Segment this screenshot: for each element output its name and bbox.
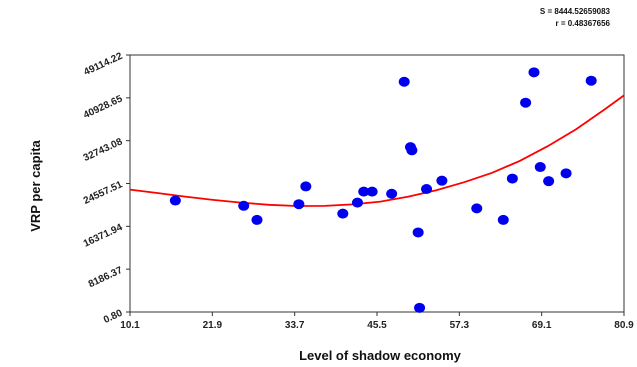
x-tick-label: 33.7 — [285, 320, 305, 331]
y-tick-label: 24557.51 — [82, 179, 125, 207]
x-axis-title: Level of shadow economy — [299, 348, 462, 363]
data-point — [169, 195, 181, 206]
data-point — [543, 176, 555, 187]
plot-area: 10.1 21.9 33.7 45.5 57.3 69.1 80.90.808186.371… — [82, 51, 634, 331]
data-point — [406, 145, 418, 156]
data-point — [560, 168, 572, 179]
x-tick-label: 80.9 — [614, 320, 634, 331]
data-point — [471, 203, 483, 214]
data-point — [528, 67, 540, 78]
x-tick-label: 10.1 — [120, 320, 140, 331]
data-point — [412, 227, 424, 238]
data-point — [300, 181, 312, 192]
data-point — [251, 214, 263, 225]
data-point — [386, 188, 398, 199]
y-tick-label: 40928.65 — [82, 93, 125, 121]
y-tick-label: 16371.94 — [82, 222, 125, 250]
x-tick-label: 57.3 — [450, 320, 470, 331]
data-point — [398, 76, 410, 87]
y-tick-label: 32743.08 — [82, 136, 125, 164]
data-point — [351, 197, 363, 208]
stat-r-value: r = 0.48367656 — [556, 19, 611, 28]
x-tick-label: 21.9 — [203, 320, 223, 331]
data-point — [238, 200, 250, 211]
data-point — [534, 162, 546, 173]
data-point — [520, 97, 532, 108]
data-point — [497, 214, 509, 225]
data-point — [293, 199, 305, 210]
stat-s-value: S = 8444.52659083 — [540, 7, 611, 16]
data-point — [366, 186, 378, 197]
y-tick-label: 8186.37 — [87, 265, 125, 290]
data-point — [414, 302, 426, 313]
data-point — [436, 175, 448, 186]
fit-curve — [129, 94, 625, 207]
x-tick-label: 45.5 — [367, 320, 387, 331]
data-point — [421, 184, 433, 195]
x-tick-label: 69.1 — [532, 320, 552, 331]
data-point — [337, 208, 349, 219]
y-tick-label: 49114.22 — [82, 51, 124, 79]
data-point — [585, 75, 597, 86]
y-axis-title: VRP per capita — [28, 139, 43, 231]
data-point — [506, 173, 518, 184]
data-point — [358, 186, 370, 197]
